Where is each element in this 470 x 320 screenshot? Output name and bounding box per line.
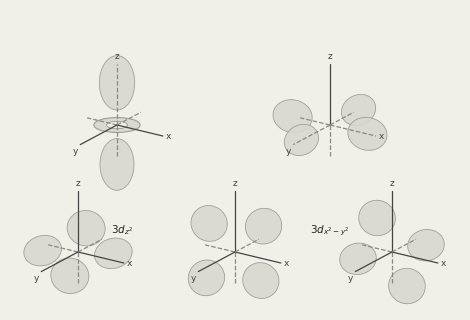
- Ellipse shape: [99, 56, 135, 110]
- Ellipse shape: [341, 94, 376, 126]
- Ellipse shape: [348, 117, 387, 150]
- Ellipse shape: [273, 100, 312, 133]
- Ellipse shape: [51, 258, 89, 293]
- Text: y: y: [286, 147, 291, 156]
- Text: y: y: [34, 274, 39, 283]
- Ellipse shape: [389, 268, 425, 304]
- Text: z: z: [328, 52, 332, 61]
- Text: x: x: [379, 132, 384, 140]
- Text: x: x: [284, 259, 289, 268]
- Ellipse shape: [24, 236, 62, 266]
- Text: $3d_{z^2}$: $3d_{z^2}$: [111, 224, 133, 237]
- Ellipse shape: [245, 208, 282, 244]
- Ellipse shape: [67, 211, 105, 246]
- Text: y: y: [73, 147, 78, 156]
- Ellipse shape: [284, 124, 319, 156]
- Text: z: z: [76, 179, 80, 188]
- Text: x: x: [166, 132, 171, 140]
- Text: x: x: [441, 259, 446, 268]
- Ellipse shape: [94, 238, 132, 268]
- Ellipse shape: [359, 200, 395, 236]
- Text: y: y: [191, 274, 196, 283]
- Ellipse shape: [94, 117, 140, 132]
- Text: x: x: [127, 259, 132, 268]
- Ellipse shape: [100, 139, 134, 190]
- Text: z: z: [390, 179, 394, 188]
- Text: $3d_{x^2-y^2}$: $3d_{x^2-y^2}$: [310, 224, 350, 238]
- Ellipse shape: [107, 121, 127, 129]
- Text: z: z: [115, 52, 119, 61]
- Ellipse shape: [407, 229, 444, 261]
- Text: y: y: [348, 274, 353, 283]
- Ellipse shape: [191, 205, 227, 241]
- Ellipse shape: [243, 263, 279, 299]
- Text: z: z: [233, 179, 237, 188]
- Ellipse shape: [188, 260, 225, 296]
- Ellipse shape: [340, 243, 376, 275]
